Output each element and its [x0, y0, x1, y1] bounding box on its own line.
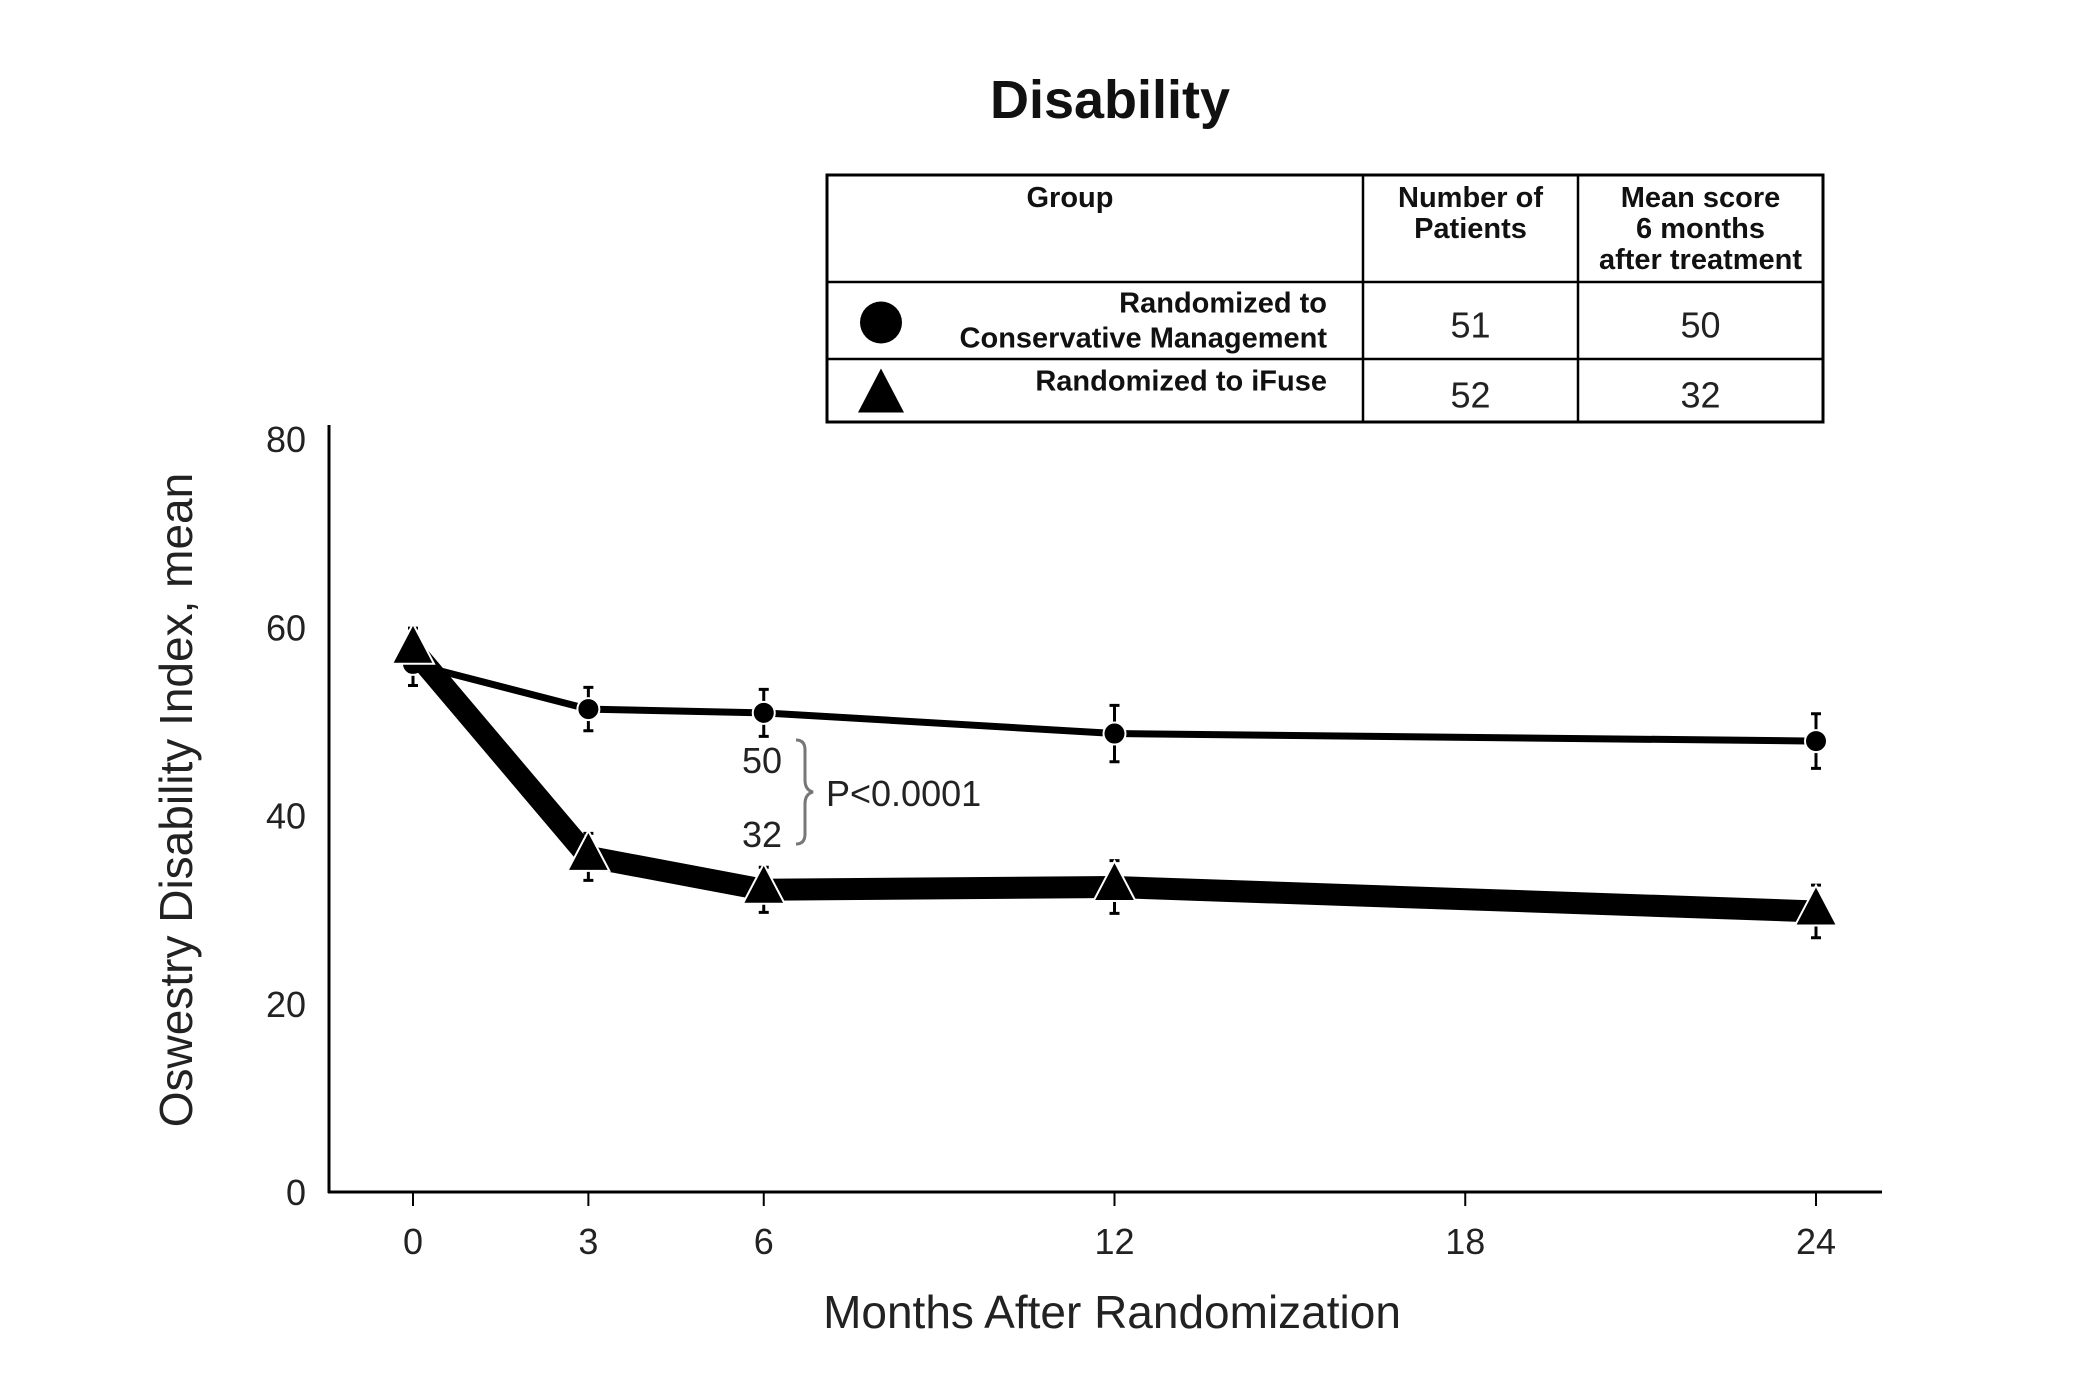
data-point-triangle: [741, 861, 787, 905]
y-tick-label: 40: [266, 796, 306, 837]
table-group-label: Randomized to iFuse: [1035, 366, 1327, 398]
y-tick-label: 80: [266, 419, 306, 460]
axes: [327, 425, 1882, 1194]
x-tick-label: 24: [1796, 1221, 1836, 1262]
series-circle: [401, 640, 1828, 770]
table-patients: 52: [1450, 375, 1490, 416]
data-point-triangle: [1793, 883, 1839, 927]
annotation-upper-value: 50: [742, 740, 782, 781]
p-value: P<0.0001: [826, 773, 981, 814]
data-point-circle: [751, 700, 776, 725]
x-tick-label: 0: [403, 1221, 423, 1262]
table-header: Patients: [1414, 213, 1527, 245]
data-point-triangle: [390, 621, 436, 665]
y-tick-label: 60: [266, 607, 306, 648]
legend-triangle-icon: [858, 368, 904, 413]
data-point-triangle: [1091, 858, 1138, 902]
table-row: Randomized to iFuse 52 32: [858, 366, 1721, 416]
series-triangle: [390, 621, 1839, 940]
data-point-circle: [576, 697, 601, 722]
table-group-label: Randomized to: [1119, 288, 1327, 320]
table-border: [825, 173, 1825, 424]
table-group-label: Conservative Management: [960, 323, 1328, 355]
table-mean-score: 50: [1680, 305, 1720, 346]
table-header: Group: [1027, 182, 1114, 214]
table-mean-score: 32: [1680, 375, 1720, 416]
y-axis-label: Oswestry Disability Index, mean: [150, 473, 202, 1127]
table-header: 6 months: [1636, 213, 1765, 245]
x-tick-label: 6: [754, 1221, 774, 1262]
annotation-lower-value: 32: [742, 814, 782, 855]
y-tick-label: 20: [266, 984, 306, 1025]
data-point-triangle: [565, 828, 612, 872]
chart-title: Disability: [990, 70, 1230, 130]
x-tick-label: 12: [1094, 1221, 1134, 1262]
table-patients: 51: [1450, 305, 1490, 346]
table-header: after treatment: [1599, 244, 1802, 276]
x-tick-label: 3: [578, 1221, 598, 1262]
legend-circle-icon: [860, 301, 902, 344]
data-point-circle: [1804, 729, 1828, 754]
x-tick-label: 18: [1445, 1221, 1485, 1262]
table-header: Number of: [1398, 182, 1543, 214]
x-axis-label: Months After Randomization: [823, 1286, 1401, 1338]
brace: [795, 738, 814, 846]
table-header: Mean score: [1621, 182, 1781, 214]
data-point-circle: [1102, 721, 1127, 746]
y-tick-label: 0: [286, 1172, 306, 1213]
